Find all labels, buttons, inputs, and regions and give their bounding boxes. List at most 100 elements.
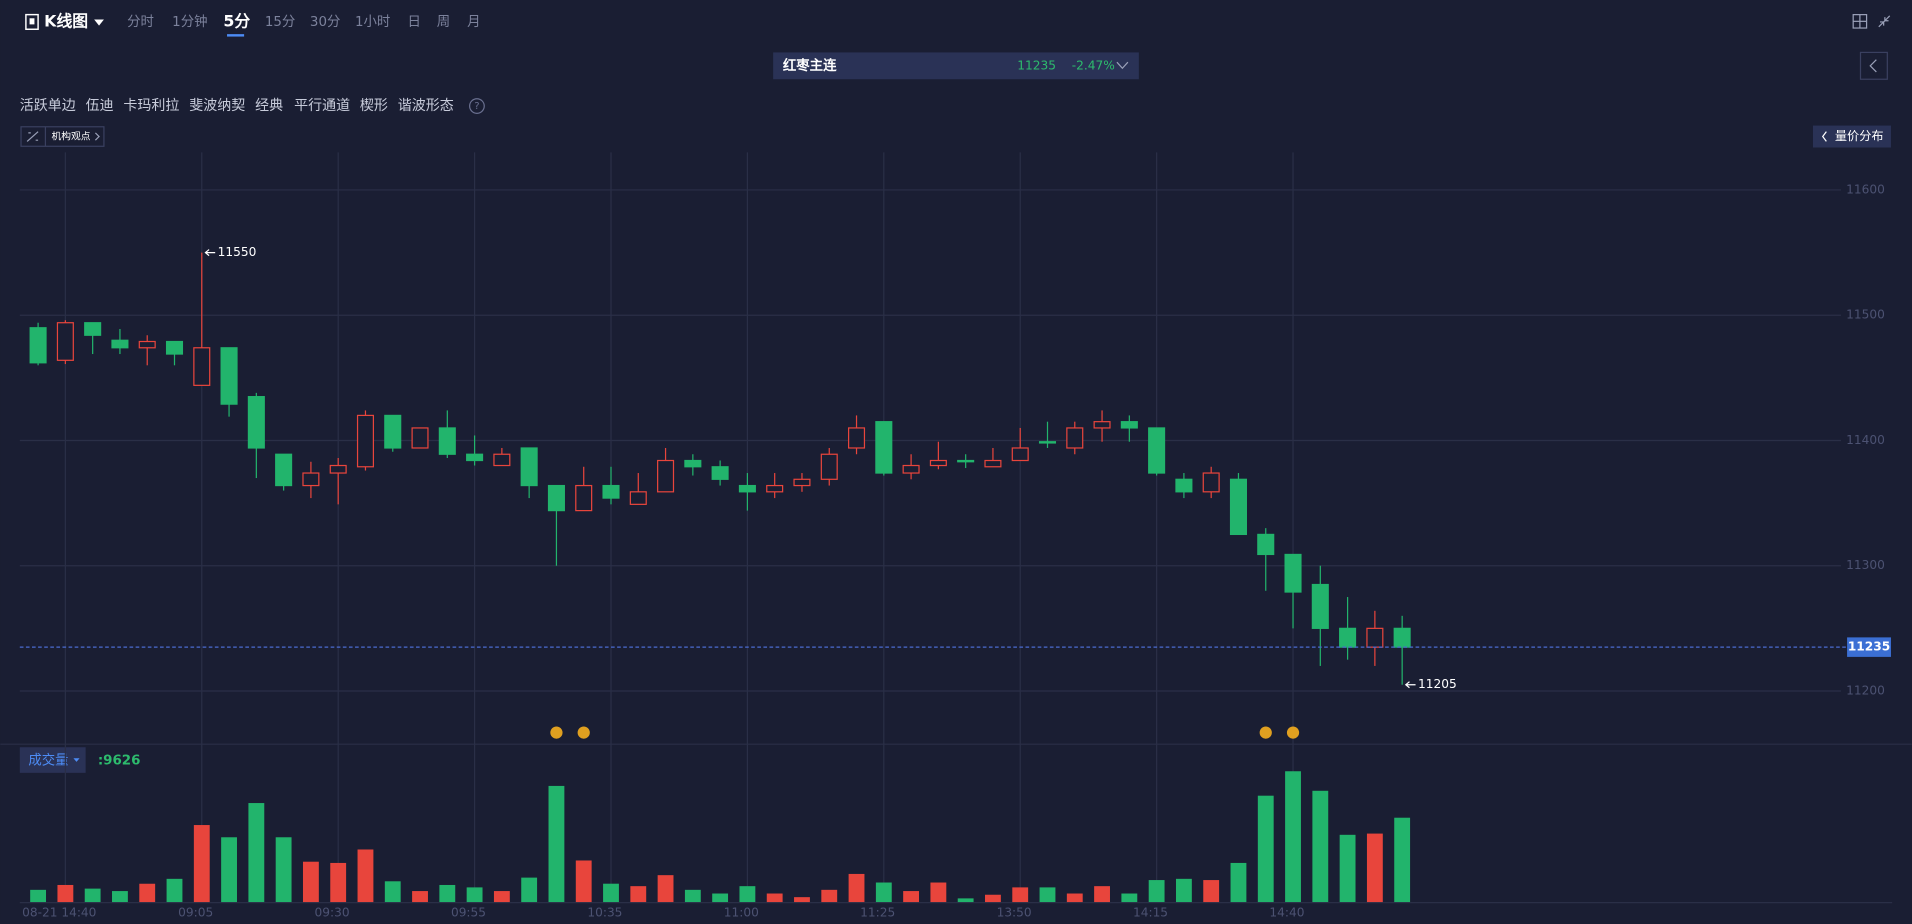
candle-body	[84, 322, 102, 336]
volume-bar	[1230, 862, 1247, 903]
period-tab[interactable]: 5分	[223, 11, 250, 30]
volume-bar	[630, 886, 647, 903]
candle-body	[520, 447, 538, 487]
candle-body	[111, 339, 129, 349]
drawing-tool[interactable]: 伍迪	[86, 98, 114, 114]
volume-bar	[275, 837, 292, 903]
volume-bar	[357, 849, 374, 903]
volume-indicator-box[interactable]	[19, 747, 86, 773]
x-tick-label: 08-21 14:40	[22, 906, 96, 920]
period-tab[interactable]: 1分钟	[172, 13, 207, 30]
volume-profile-button[interactable]	[1812, 125, 1891, 148]
candle-body	[602, 484, 620, 499]
chart-kind-caret[interactable]	[94, 19, 104, 26]
period-tab[interactable]: 周	[437, 15, 450, 30]
volume-bar	[1148, 880, 1165, 903]
period-tab[interactable]: 月	[467, 15, 480, 30]
volume-bar	[521, 877, 538, 903]
volume-bar	[657, 875, 674, 903]
period-tab[interactable]: 30分	[310, 14, 340, 30]
period-tab[interactable]: 分时	[127, 14, 154, 30]
drawing-tool[interactable]: 谐波形态	[398, 98, 454, 114]
candle-body	[1393, 627, 1411, 648]
x-tick-label: 09:05	[178, 906, 213, 920]
help-icon[interactable]	[469, 98, 485, 114]
candle-body	[466, 453, 484, 462]
extreme-label: 11550	[218, 245, 257, 259]
help-glyph: ?	[474, 101, 479, 112]
badge-icon	[26, 131, 39, 142]
last-price-box	[1847, 637, 1891, 657]
candle-body	[684, 459, 702, 468]
volume-bar	[30, 889, 47, 903]
extreme-arrow	[1404, 681, 1416, 689]
event-icon[interactable]	[1259, 726, 1272, 739]
volume-bar	[302, 861, 319, 903]
event-icon[interactable]	[1286, 726, 1300, 739]
event-icon[interactable]	[577, 726, 590, 739]
panel-toggle[interactable]	[1859, 51, 1888, 80]
kline-icon-inner	[29, 18, 35, 25]
drawing-tool[interactable]: 活跃单边	[20, 98, 76, 114]
volume-bar	[493, 891, 510, 903]
symbol-change: -2.47%	[1072, 58, 1115, 72]
candle-body	[902, 464, 920, 474]
volume-bar	[1312, 790, 1329, 903]
candle-body	[1148, 427, 1166, 474]
drawing-tool[interactable]: 卡玛利拉	[123, 98, 179, 114]
candle-body	[56, 322, 74, 361]
symbol-box[interactable]	[773, 52, 1139, 80]
volume-bar	[1175, 878, 1192, 903]
candle-body	[275, 453, 293, 487]
candle-body	[165, 340, 184, 355]
x-tick-label: 09:55	[451, 906, 486, 920]
symbol-caret[interactable]	[1116, 61, 1129, 70]
period-tabs: 分时 1分钟 5分 15分 30分 1小时 日 周 月	[127, 11, 481, 37]
candle-body	[329, 464, 347, 474]
period-tab[interactable]: 1小时	[355, 14, 390, 30]
volume-bar	[1285, 771, 1301, 903]
period-tab[interactable]: 15分	[265, 14, 295, 30]
candle-body	[1120, 421, 1138, 429]
volume-profile-caret	[1821, 131, 1827, 142]
candle-body	[766, 484, 784, 493]
extreme-label: 11205	[1418, 677, 1457, 691]
candle-body	[1311, 583, 1329, 629]
symbol-price: 11235	[1017, 58, 1056, 72]
candle-body	[575, 484, 593, 512]
candle-body	[29, 327, 47, 364]
candle-body	[875, 421, 893, 474]
volume-bar	[875, 882, 892, 903]
drawing-tool[interactable]: 斐波纳契	[189, 98, 245, 114]
x-tick-label: 09:30	[315, 906, 350, 920]
volume-bar	[1066, 893, 1083, 903]
candle-body	[138, 340, 156, 349]
volume-bar	[985, 894, 1001, 903]
last-price-label: 11235	[1848, 640, 1890, 654]
collapse-icon[interactable]	[1878, 15, 1891, 28]
chart-kind[interactable]: K线图	[44, 11, 88, 30]
period-underline	[227, 34, 245, 37]
drawing-tool[interactable]: 经典	[255, 98, 283, 114]
period-tab[interactable]: 日	[407, 15, 420, 30]
candle-body	[1175, 478, 1193, 493]
volume-bar	[84, 888, 101, 903]
volume-bar	[1094, 886, 1110, 903]
viewpoint-badge[interactable]	[20, 126, 105, 147]
volume-bar	[221, 837, 237, 903]
volume-bar	[330, 862, 347, 903]
volume-bar	[848, 873, 865, 903]
y-tick-label: 11200	[1846, 683, 1885, 697]
volume-bar	[1394, 817, 1411, 903]
event-icon[interactable]	[550, 726, 563, 739]
drawing-tool[interactable]: 平行通道	[294, 98, 350, 114]
volume-bar	[603, 883, 619, 903]
volume-bar	[712, 893, 729, 903]
volume-bar	[166, 878, 183, 903]
drawing-tool[interactable]: 楔形	[360, 98, 388, 114]
candle-body	[1202, 472, 1220, 493]
volume-title: 成交量	[28, 752, 68, 769]
volume-bar	[57, 884, 74, 903]
volume-bar	[384, 881, 401, 903]
